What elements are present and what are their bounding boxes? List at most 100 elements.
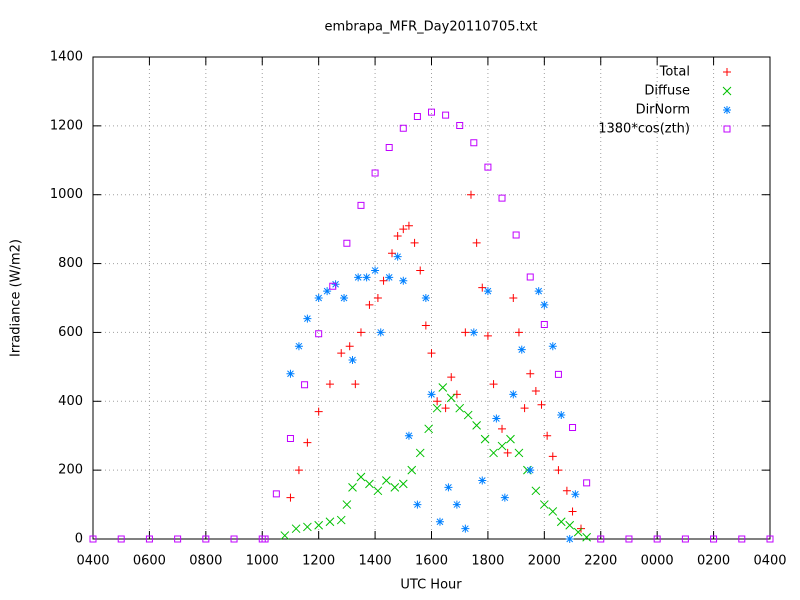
point [571,490,580,499]
point [489,380,498,389]
point [514,448,524,458]
point [348,355,357,364]
point [565,520,575,530]
point [343,239,351,247]
point [356,328,365,337]
point [421,321,430,330]
point [461,328,470,337]
point [455,403,465,413]
point [500,493,509,502]
point [438,383,448,392]
point [738,535,746,543]
point [441,404,450,413]
point [421,294,430,302]
point [404,431,413,440]
point [472,238,481,247]
point [376,328,385,337]
point [294,466,303,475]
legend-label: Diffuse [644,84,690,99]
x-tick-label: 0200 [697,554,730,569]
legend-marker [723,106,731,114]
point [526,273,534,281]
point [354,273,363,282]
point [526,466,535,475]
point [540,321,548,329]
legend-marker [722,86,732,96]
point [548,452,557,461]
point [424,424,434,434]
point [447,373,456,382]
point [348,483,357,492]
point [398,479,408,489]
point [399,276,408,285]
y-tick-label: 1400 [50,50,83,65]
point [514,328,523,337]
point [483,331,492,340]
point [537,400,546,409]
legend-label: 1380*cos(zth) [598,122,690,137]
point [520,404,529,413]
point [539,500,549,509]
x-tick-label: 2000 [528,554,561,569]
point [526,369,535,378]
point [583,479,591,487]
point [399,225,408,234]
point [342,500,352,509]
point [117,535,125,543]
point [325,380,334,389]
point [373,294,382,302]
point [442,111,450,119]
point [554,466,563,475]
point [345,342,354,351]
point [413,113,421,121]
x-tick-label: 0000 [641,554,674,569]
point [385,273,394,282]
point [557,411,566,420]
x-tick-label: 1400 [359,554,392,569]
point [625,535,633,543]
point [362,273,371,282]
point [534,287,543,296]
point [393,232,402,241]
point [230,535,238,543]
point [301,381,309,389]
point [89,535,97,543]
point [371,169,379,177]
x-tick-label: 1800 [471,554,504,569]
point [416,266,425,275]
point [373,486,383,496]
point [653,535,661,543]
point [766,535,774,543]
chart-title: embrapa_MFR_Day20110705.txt [324,20,537,35]
point [548,507,558,516]
point [388,249,397,258]
point [291,524,301,534]
point [463,410,473,420]
point [565,535,574,543]
point [280,531,290,540]
point [315,330,323,338]
point [568,507,577,516]
point [492,414,501,423]
point [480,434,490,444]
point [272,490,280,498]
point [382,476,391,485]
point [303,314,312,323]
x-tick-label: 0400 [76,554,109,569]
point [466,190,475,199]
point [470,139,478,147]
point [356,472,366,482]
point [498,194,506,202]
x-tick-label: 0600 [133,554,166,569]
x-tick-label: 2200 [584,554,617,569]
point [548,342,557,351]
point [407,465,417,475]
y-tick-label: 1200 [50,118,83,133]
point [314,407,323,416]
point [433,397,442,406]
y-tick-label: 600 [58,325,83,340]
point [444,483,453,492]
point [543,431,552,440]
point [365,300,374,309]
